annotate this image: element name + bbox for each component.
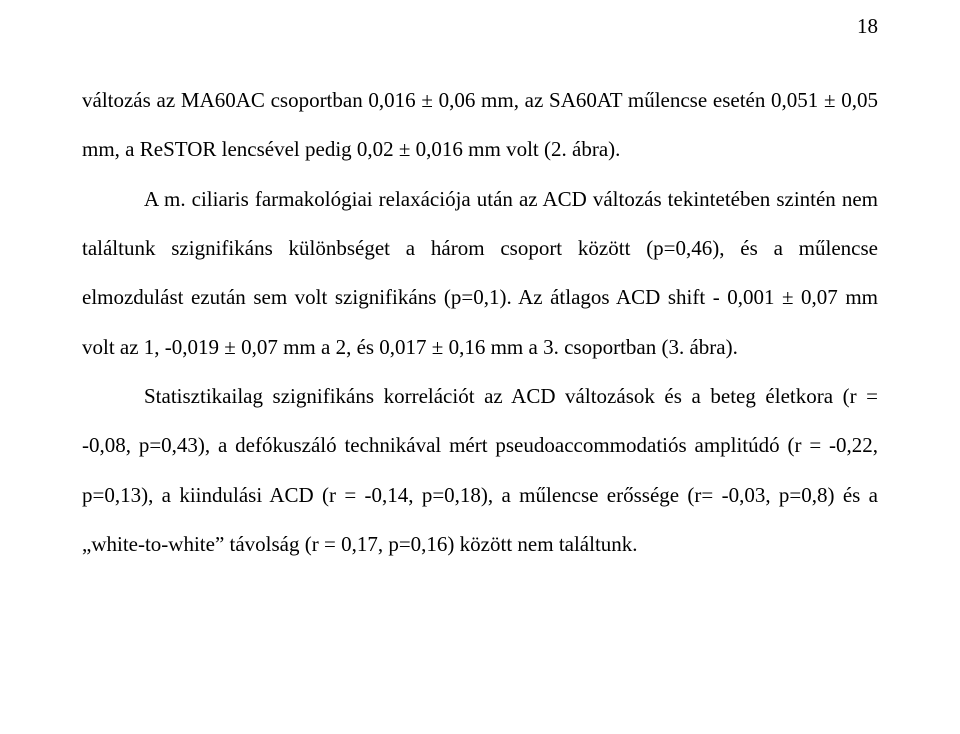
paragraph-2: A m. ciliaris farmakológiai relaxációja … xyxy=(82,175,878,372)
page-number: 18 xyxy=(857,14,878,39)
body-text: változás az MA60AC csoportban 0,016 ± 0,… xyxy=(82,76,878,569)
document-page: 18 változás az MA60AC csoportban 0,016 ±… xyxy=(0,0,960,734)
paragraph-3: Statisztikailag szignifikáns korrelációt… xyxy=(82,372,878,569)
paragraph-1: változás az MA60AC csoportban 0,016 ± 0,… xyxy=(82,76,878,175)
